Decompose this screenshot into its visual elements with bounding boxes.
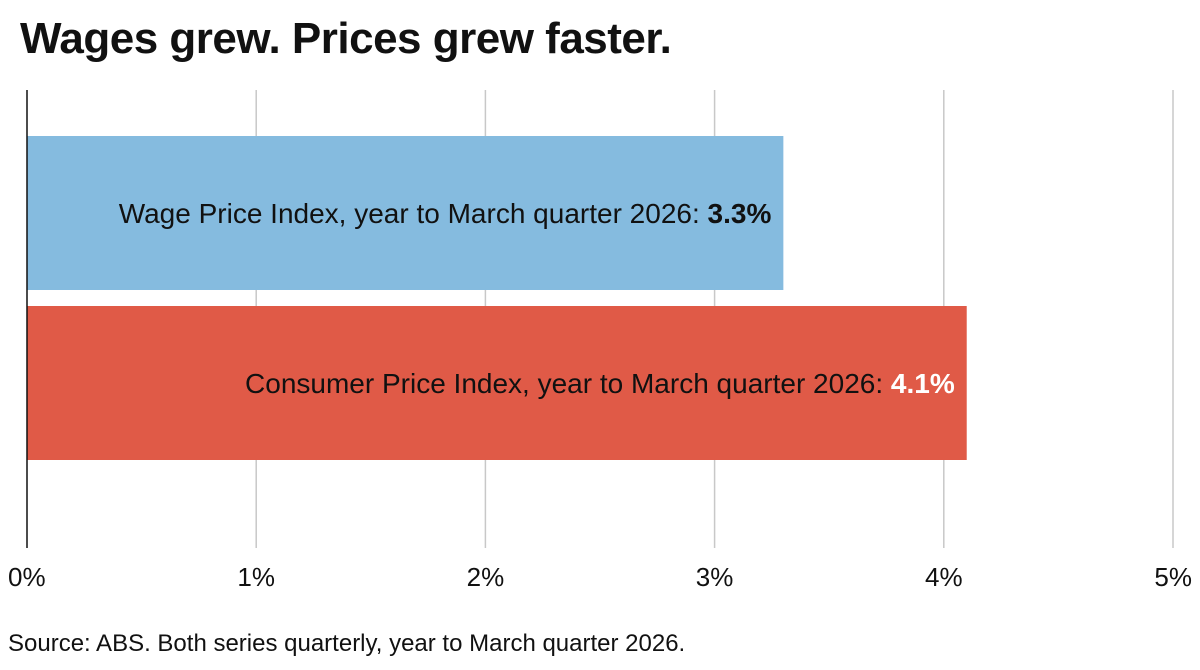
x-tick-label-3: 3%	[696, 562, 734, 592]
chart-title: Wages grew. Prices grew faster.	[20, 14, 672, 63]
x-tick-label-2: 2%	[467, 562, 505, 592]
bar-label-0: Wage Price Index, year to March quarter …	[119, 198, 772, 229]
bar-1	[27, 306, 967, 460]
x-tick-label-4: 4%	[925, 562, 963, 592]
x-tick-label-1: 1%	[237, 562, 275, 592]
bar-label-text-1: Consumer Price Index, year to March quar…	[245, 368, 891, 399]
bar-value-label-0: 3.3%	[708, 198, 772, 229]
bar-value-label-1: 4.1%	[891, 368, 955, 399]
x-tick-label-0: 0%	[8, 562, 46, 592]
bar-0	[27, 136, 784, 290]
x-tick-label-5: 5%	[1154, 562, 1192, 592]
source-note: Source: ABS. Both series quarterly, year…	[8, 630, 686, 657]
bar-label-text-0: Wage Price Index, year to March quarter …	[119, 198, 708, 229]
bar-label-1: Consumer Price Index, year to March quar…	[245, 368, 955, 399]
